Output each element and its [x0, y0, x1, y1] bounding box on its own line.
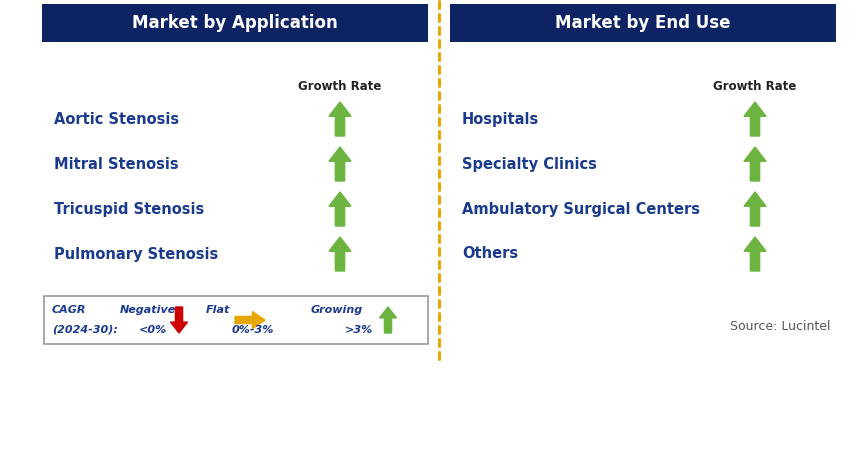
FancyBboxPatch shape: [44, 296, 428, 344]
Text: Specialty Clinics: Specialty Clinics: [462, 156, 597, 172]
Polygon shape: [379, 307, 396, 333]
Text: Growth Rate: Growth Rate: [299, 80, 382, 92]
Text: <0%: <0%: [139, 325, 167, 335]
Text: Hospitals: Hospitals: [462, 111, 539, 127]
Polygon shape: [235, 311, 265, 328]
Polygon shape: [329, 147, 351, 181]
Text: CAGR: CAGR: [52, 305, 87, 315]
Text: 0%-3%: 0%-3%: [232, 325, 275, 335]
Text: Market by Application: Market by Application: [132, 14, 338, 32]
Polygon shape: [744, 237, 766, 271]
Text: >3%: >3%: [345, 325, 373, 335]
Polygon shape: [171, 307, 188, 333]
Text: Growing: Growing: [311, 305, 363, 315]
Polygon shape: [744, 102, 766, 136]
FancyBboxPatch shape: [42, 4, 428, 42]
Text: Market by End Use: Market by End Use: [555, 14, 731, 32]
Polygon shape: [744, 147, 766, 181]
Text: Aortic Stenosis: Aortic Stenosis: [54, 111, 179, 127]
Text: Negative: Negative: [120, 305, 176, 315]
Text: Ambulatory Surgical Centers: Ambulatory Surgical Centers: [462, 201, 700, 217]
Text: Mitral Stenosis: Mitral Stenosis: [54, 156, 178, 172]
Text: Flat: Flat: [206, 305, 230, 315]
Text: Others: Others: [462, 246, 518, 262]
Text: Source: Lucintel: Source: Lucintel: [729, 319, 830, 332]
FancyBboxPatch shape: [450, 4, 836, 42]
Polygon shape: [329, 237, 351, 271]
Text: Pulmonary Stenosis: Pulmonary Stenosis: [54, 246, 218, 262]
Polygon shape: [744, 192, 766, 226]
Polygon shape: [329, 192, 351, 226]
Text: Tricuspid Stenosis: Tricuspid Stenosis: [54, 201, 204, 217]
Text: (2024-30):: (2024-30):: [52, 325, 118, 335]
Text: Growth Rate: Growth Rate: [713, 80, 797, 92]
Polygon shape: [329, 102, 351, 136]
